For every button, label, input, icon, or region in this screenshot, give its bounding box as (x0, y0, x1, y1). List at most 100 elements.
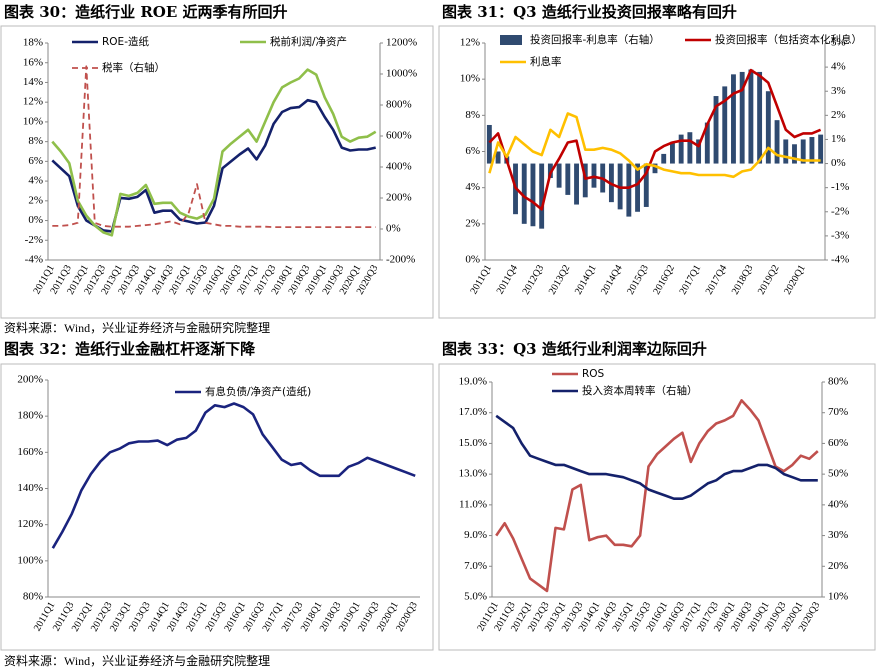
y2-tick-label: -4% (831, 254, 849, 266)
legend-label: 投入资本周转率（右轴） (582, 384, 698, 397)
y2-tick-label: 5% (831, 37, 846, 49)
bar (696, 139, 702, 164)
x-tick-label: 2016Q2 (651, 263, 677, 296)
y2-tick-label: 10% (828, 591, 848, 603)
series-line (51, 402, 416, 549)
y-tick-label: 0% (28, 214, 43, 226)
y-tick-label: 18% (23, 37, 43, 49)
y2-tick-label: 0% (386, 223, 401, 235)
legend-label: 有息负债/净资产(造纸) (205, 385, 311, 398)
panel-frame (0, 25, 434, 319)
y-tick-label: 5.0% (464, 591, 487, 603)
y2-tick-label: 400% (386, 161, 412, 173)
panel-frame (438, 25, 876, 319)
bar (486, 124, 492, 164)
bar (774, 120, 780, 164)
bar (626, 163, 632, 217)
series-line (488, 112, 821, 179)
chart-title: 图表 31：Q3 造纸行业投资回报率略有回升 (442, 3, 737, 21)
series-line (51, 68, 377, 237)
chart-title: 图表 32：造纸行业金融杠杆逐渐下降 (4, 340, 256, 358)
bar (582, 163, 588, 198)
y2-tick-label: 30% (828, 529, 848, 541)
bar (818, 134, 824, 164)
bar (739, 71, 745, 164)
y-tick-label: 19.0% (459, 376, 487, 388)
x-tick-label: 2014Q1 (573, 263, 599, 296)
y-tick-label: 9.0% (464, 529, 487, 541)
y-tick-label: 12% (460, 37, 480, 49)
panel-frame (438, 363, 876, 651)
y-tick-label: 120% (17, 518, 43, 530)
y2-tick-label: 50% (828, 468, 848, 480)
series-line (495, 399, 819, 593)
y-tick-label: 4% (465, 181, 480, 193)
y-tick-label: 7.0% (464, 560, 487, 572)
series-line (488, 68, 822, 211)
y-tick-label: 11.0% (459, 498, 487, 510)
bar (652, 163, 658, 174)
y-tick-label: 17.0% (459, 406, 487, 418)
y-tick-label: -2% (25, 234, 43, 246)
y2-tick-label: 70% (828, 406, 848, 418)
legend-label: 税率（右轴） (102, 61, 165, 74)
legend-label: 利息率 (530, 55, 562, 68)
y2-tick-label: 600% (386, 130, 412, 142)
bar (792, 144, 797, 164)
bar (495, 151, 501, 164)
y-tick-label: 2% (465, 217, 480, 229)
y-tick-label: 80% (23, 591, 43, 603)
x-tick-label: 2011Q4 (495, 263, 520, 296)
y2-tick-label: -3% (831, 229, 849, 241)
y-tick-label: 160% (17, 446, 43, 458)
bar (678, 134, 684, 164)
y-tick-label: 0% (465, 254, 480, 266)
bar (748, 69, 754, 164)
bar (556, 163, 562, 188)
bar (713, 96, 719, 164)
y2-tick-label: 800% (386, 99, 412, 111)
legend-label: 投资回报率（包括资本化利息） (715, 33, 862, 46)
y-tick-label: 6% (465, 145, 480, 157)
bar (661, 153, 667, 164)
y-tick-label: 13.0% (459, 468, 487, 480)
series-line (52, 65, 376, 228)
bar (783, 139, 789, 164)
bar (731, 74, 736, 164)
y-tick-label: 10% (23, 115, 43, 127)
y2-tick-label: 3% (831, 85, 846, 97)
y-tick-label: 100% (17, 554, 43, 566)
bar (809, 137, 815, 164)
y2-tick-label: -2% (831, 205, 849, 217)
y2-tick-label: 1000% (386, 68, 417, 80)
bar (669, 141, 675, 164)
y-tick-label: 200% (17, 374, 43, 386)
bar (539, 163, 545, 229)
bar (565, 163, 571, 195)
x-tick-label: 2011Q1 (468, 263, 493, 296)
bar (530, 163, 536, 227)
series-line (51, 98, 376, 233)
y2-tick-label: 0% (831, 157, 846, 169)
y-tick-label: 10% (460, 73, 480, 85)
y-tick-label: 12% (23, 96, 43, 108)
y2-tick-label: 200% (386, 192, 412, 204)
y-tick-label: 15.0% (459, 437, 487, 449)
x-tick-label: 2017Q1 (678, 263, 704, 296)
x-tick-label: 2012Q3 (521, 263, 547, 296)
y-tick-label: 6% (28, 155, 43, 167)
bar (704, 122, 710, 164)
x-tick-label: 2020Q1 (782, 263, 808, 296)
y-tick-label: 8% (465, 109, 480, 121)
bar (687, 132, 693, 164)
y-tick-label: 14% (23, 76, 43, 88)
y2-tick-label: 60% (828, 437, 848, 449)
y2-tick-label: 2% (831, 109, 846, 121)
y2-tick-label: 20% (828, 560, 848, 572)
panel-frame (0, 363, 434, 651)
legend-label: ROE-造纸 (102, 35, 149, 48)
y-tick-label: 2% (28, 194, 43, 206)
series-line (495, 414, 818, 500)
source-note: 资料来源：Wind，兴业证券经济与金融研究院整理 (4, 320, 270, 335)
legend-label: ROS (582, 368, 605, 380)
